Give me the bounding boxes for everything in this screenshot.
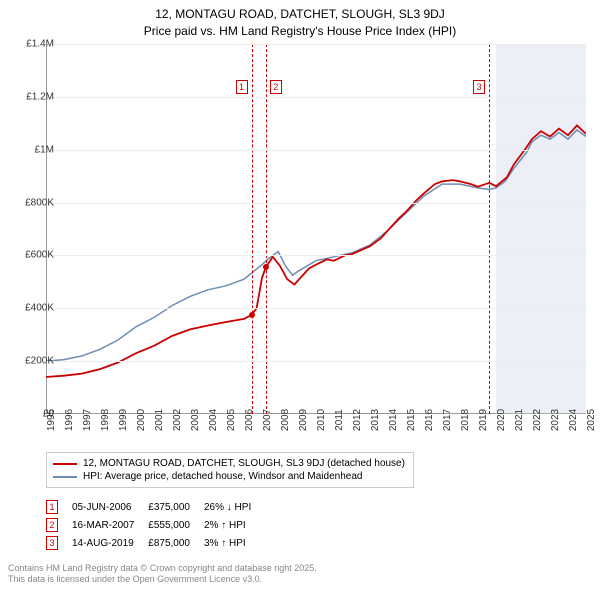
legend: 12, MONTAGU ROAD, DATCHET, SLOUGH, SL3 9… — [46, 452, 414, 488]
series-hpi — [46, 130, 586, 361]
gridline — [46, 44, 586, 45]
chart-title: 12, MONTAGU ROAD, DATCHET, SLOUGH, SL3 9… — [0, 0, 600, 40]
x-tick-label: 2004 — [208, 409, 219, 431]
x-tick-label: 1996 — [64, 409, 75, 431]
footer-line1: Contains HM Land Registry data © Crown c… — [8, 563, 317, 575]
x-tick-label: 2002 — [172, 409, 183, 431]
legend-label: 12, MONTAGU ROAD, DATCHET, SLOUGH, SL3 9… — [83, 458, 405, 469]
legend-item: 12, MONTAGU ROAD, DATCHET, SLOUGH, SL3 9… — [53, 457, 405, 470]
x-tick-label: 2019 — [478, 409, 489, 431]
event-marker: 1 — [236, 80, 248, 94]
event-date: 16-MAR-2007 — [72, 516, 148, 534]
event-price: £555,000 — [148, 516, 204, 534]
event-row: 3 14-AUG-2019£875,0003% ↑ HPI — [46, 534, 265, 552]
x-tick-label: 2024 — [568, 409, 579, 431]
legend-label: HPI: Average price, detached house, Wind… — [83, 471, 362, 482]
legend-swatch — [53, 476, 77, 478]
x-tick-label: 2005 — [226, 409, 237, 431]
x-tick-label: 2000 — [136, 409, 147, 431]
x-tick-label: 2013 — [370, 409, 381, 431]
event-id-box: 3 — [46, 536, 58, 550]
sale-dot — [263, 264, 269, 270]
x-tick-label: 2021 — [514, 409, 525, 431]
event-delta: 26% ↓ HPI — [204, 498, 265, 516]
y-tick-label: £400K — [25, 303, 54, 314]
gridline — [46, 97, 586, 98]
x-tick-label: 1995 — [46, 409, 57, 431]
x-tick-label: 2018 — [460, 409, 471, 431]
x-tick-label: 2003 — [190, 409, 201, 431]
attribution: Contains HM Land Registry data © Crown c… — [8, 563, 317, 586]
x-tick-label: 2017 — [442, 409, 453, 431]
x-tick-label: 2014 — [388, 409, 399, 431]
x-tick-label: 1998 — [100, 409, 111, 431]
event-vline — [266, 44, 267, 414]
y-tick-label: £1.4M — [26, 39, 54, 50]
x-tick-label: 2006 — [244, 409, 255, 431]
gridline — [46, 255, 586, 256]
chart-container: 12, MONTAGU ROAD, DATCHET, SLOUGH, SL3 9… — [0, 0, 600, 590]
x-tick-label: 2011 — [334, 409, 345, 431]
event-row: 1 05-JUN-2006£375,00026% ↓ HPI — [46, 498, 265, 516]
x-tick-label: 2020 — [496, 409, 507, 431]
gridline — [46, 203, 586, 204]
plot-area: 1 2 3 — [46, 44, 586, 414]
x-tick-label: 2016 — [424, 409, 435, 431]
event-row: 2 16-MAR-2007£555,0002% ↑ HPI — [46, 516, 265, 534]
y-tick-label: £600K — [25, 250, 54, 261]
title-line2: Price paid vs. HM Land Registry's House … — [0, 23, 600, 40]
title-line1: 12, MONTAGU ROAD, DATCHET, SLOUGH, SL3 9… — [0, 6, 600, 23]
x-tick-label: 2012 — [352, 409, 363, 431]
x-tick-label: 2009 — [298, 409, 309, 431]
series-price_paid — [46, 125, 586, 377]
event-date: 05-JUN-2006 — [72, 498, 148, 516]
event-vline — [252, 44, 253, 414]
event-marker: 2 — [270, 80, 282, 94]
event-delta: 3% ↑ HPI — [204, 534, 265, 552]
y-tick-label: £200K — [25, 356, 54, 367]
x-tick-label: 2022 — [532, 409, 543, 431]
event-id-box: 2 — [46, 518, 58, 532]
x-tick-label: 2008 — [280, 409, 291, 431]
x-tick-label: 2001 — [154, 409, 165, 431]
sale-dot — [249, 312, 255, 318]
x-tick-label: 2007 — [262, 409, 273, 431]
y-tick-label: £1.2M — [26, 91, 54, 102]
x-tick-label: 2025 — [586, 409, 597, 431]
event-table: 1 05-JUN-2006£375,00026% ↓ HPI 2 16-MAR-200… — [46, 498, 265, 552]
x-tick-label: 2023 — [550, 409, 561, 431]
chart-svg — [46, 44, 586, 414]
legend-swatch — [53, 463, 77, 465]
x-tick-label: 2010 — [316, 409, 327, 431]
x-tick-label: 2015 — [406, 409, 417, 431]
event-id-box: 1 — [46, 500, 58, 514]
event-vline — [489, 44, 490, 414]
gridline — [46, 361, 586, 362]
y-tick-label: £1M — [35, 144, 54, 155]
event-date: 14-AUG-2019 — [72, 534, 148, 552]
event-delta: 2% ↑ HPI — [204, 516, 265, 534]
x-tick-label: 1997 — [82, 409, 93, 431]
gridline — [46, 308, 586, 309]
footer-line2: This data is licensed under the Open Gov… — [8, 574, 317, 586]
event-price: £375,000 — [148, 498, 204, 516]
event-marker: 3 — [473, 80, 485, 94]
event-price: £875,000 — [148, 534, 204, 552]
y-tick-label: £800K — [25, 197, 54, 208]
x-tick-label: 1999 — [118, 409, 129, 431]
gridline — [46, 150, 586, 151]
legend-item: HPI: Average price, detached house, Wind… — [53, 470, 405, 483]
